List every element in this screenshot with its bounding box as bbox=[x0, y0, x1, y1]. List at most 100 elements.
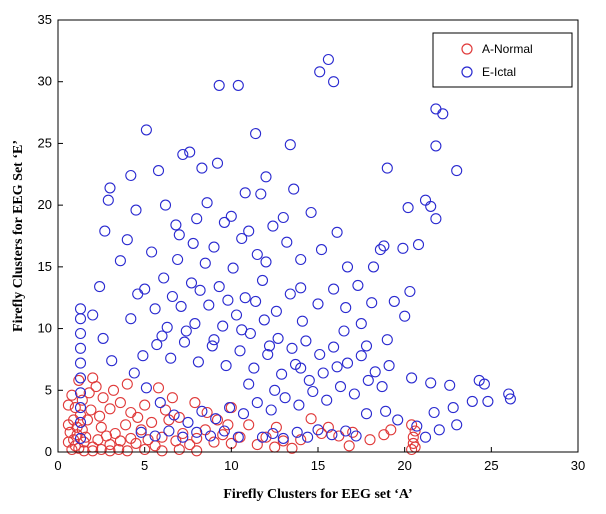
data-point bbox=[78, 445, 90, 457]
data-point bbox=[243, 419, 255, 431]
data-point bbox=[343, 440, 355, 452]
data-point bbox=[168, 409, 180, 421]
y-tick-label: 0 bbox=[45, 444, 52, 459]
data-point bbox=[374, 244, 386, 256]
data-point bbox=[288, 183, 300, 195]
data-point bbox=[447, 402, 459, 414]
data-point bbox=[97, 332, 109, 344]
data-point bbox=[191, 445, 203, 457]
data-point bbox=[296, 315, 308, 327]
data-point bbox=[286, 442, 298, 454]
data-point bbox=[159, 404, 172, 416]
data-point bbox=[172, 253, 184, 266]
data-point bbox=[251, 397, 263, 409]
data-point bbox=[175, 300, 187, 312]
data-point bbox=[76, 394, 88, 406]
data-point bbox=[74, 357, 87, 369]
data-point bbox=[121, 378, 133, 390]
data-point bbox=[406, 372, 418, 384]
data-point bbox=[187, 237, 199, 249]
data-point bbox=[109, 427, 121, 440]
data-point bbox=[466, 395, 478, 407]
data-point bbox=[125, 313, 137, 325]
data-point bbox=[478, 378, 490, 390]
data-point bbox=[260, 431, 272, 443]
data-point bbox=[99, 225, 111, 237]
data-point bbox=[87, 445, 99, 457]
data-point bbox=[277, 435, 289, 447]
data-point bbox=[444, 379, 456, 391]
data-point bbox=[166, 290, 178, 303]
data-point bbox=[191, 213, 203, 225]
data-point bbox=[409, 425, 421, 437]
data-point bbox=[132, 411, 144, 423]
data-point bbox=[85, 404, 97, 416]
y-tick-label: 10 bbox=[38, 321, 52, 336]
data-point bbox=[199, 257, 211, 269]
data-point bbox=[328, 341, 340, 353]
data-point bbox=[328, 76, 340, 88]
data-point bbox=[149, 430, 161, 442]
x-axis-title: Firefly Clusters for EEG set ‘A’ bbox=[223, 487, 412, 502]
data-point bbox=[315, 244, 328, 256]
data-point bbox=[437, 108, 449, 120]
data-point bbox=[114, 397, 126, 409]
data-point bbox=[234, 345, 246, 357]
series-e-ictal bbox=[74, 53, 516, 444]
data-point bbox=[156, 431, 168, 443]
data-point bbox=[62, 436, 74, 448]
data-point bbox=[451, 165, 463, 177]
data-point bbox=[140, 382, 152, 394]
data-point bbox=[177, 427, 189, 440]
data-point bbox=[139, 283, 151, 295]
data-point bbox=[95, 421, 107, 433]
data-point bbox=[256, 431, 269, 443]
data-point bbox=[260, 171, 272, 183]
data-point bbox=[338, 325, 350, 337]
data-point bbox=[166, 392, 178, 404]
data-point bbox=[177, 431, 189, 443]
x-tick-label: 30 bbox=[571, 458, 585, 473]
data-point bbox=[328, 283, 340, 295]
data-point bbox=[114, 435, 126, 447]
data-point bbox=[189, 318, 201, 330]
plot-background bbox=[58, 20, 578, 452]
x-tick-label: 0 bbox=[54, 458, 61, 473]
y-tick-label: 20 bbox=[38, 197, 52, 212]
data-point bbox=[322, 421, 334, 433]
data-point bbox=[269, 384, 281, 396]
data-point bbox=[211, 157, 224, 169]
x-tick-label: 20 bbox=[397, 458, 411, 473]
data-point bbox=[317, 367, 329, 379]
data-point bbox=[385, 424, 397, 436]
data-point bbox=[120, 419, 132, 431]
data-point bbox=[430, 213, 442, 225]
data-point bbox=[218, 425, 230, 437]
data-point bbox=[81, 414, 94, 426]
data-point bbox=[381, 334, 393, 346]
data-point bbox=[121, 445, 133, 457]
data-point bbox=[263, 340, 276, 352]
data-point bbox=[291, 426, 303, 438]
data-point bbox=[243, 225, 255, 237]
data-point bbox=[334, 381, 347, 393]
data-point bbox=[411, 420, 423, 432]
data-point bbox=[213, 281, 225, 293]
data-point bbox=[102, 194, 114, 206]
data-point bbox=[94, 410, 106, 422]
data-point bbox=[182, 416, 194, 428]
data-point bbox=[350, 430, 362, 442]
data-point bbox=[270, 421, 282, 433]
data-point bbox=[362, 374, 374, 386]
data-point bbox=[201, 406, 213, 419]
data-point bbox=[83, 387, 95, 399]
data-point bbox=[196, 162, 208, 174]
y-tick-label: 35 bbox=[38, 12, 52, 27]
data-point bbox=[74, 372, 87, 384]
x-tick-label: 25 bbox=[484, 458, 498, 473]
data-point bbox=[250, 128, 262, 140]
data-point bbox=[97, 392, 109, 404]
data-point bbox=[222, 294, 234, 306]
data-point bbox=[314, 66, 326, 78]
